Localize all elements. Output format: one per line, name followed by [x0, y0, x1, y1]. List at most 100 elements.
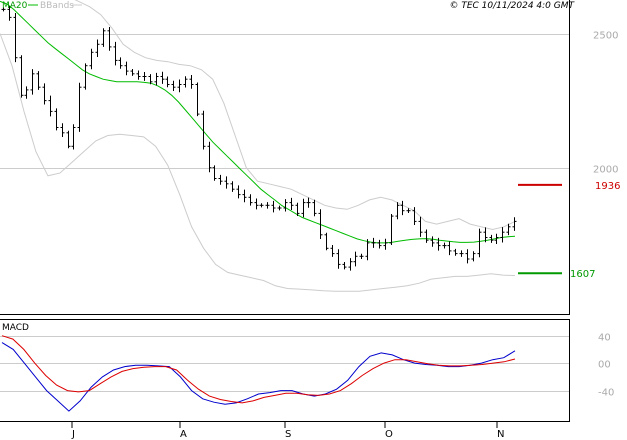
price-bar: [271, 200, 276, 213]
bollinger-bands: [0, 0, 516, 292]
macd-tick-label: 00: [598, 360, 611, 371]
price-bar: [318, 209, 323, 239]
price-bar: [36, 71, 41, 90]
price-bar: [171, 80, 176, 91]
price-bar: [19, 55, 24, 98]
price-bar: [195, 82, 200, 117]
price-bar: [512, 217, 517, 231]
price-bar: [48, 95, 53, 117]
price-bar: [494, 233, 499, 244]
price-bar: [107, 27, 112, 51]
price-bar: [13, 13, 18, 63]
price-bar: [77, 82, 82, 132]
x-tick-label: A: [180, 429, 187, 440]
price-bar: [277, 205, 282, 211]
price-bar: [424, 229, 429, 243]
price-bar: [242, 189, 247, 203]
price-bar: [148, 74, 153, 85]
price-bar: [436, 237, 441, 251]
price-bar: [218, 174, 223, 185]
price-bar: [248, 194, 253, 206]
price-bar: [136, 70, 141, 80]
price-bar: [118, 57, 123, 69]
support-level-label: 1607: [570, 269, 595, 280]
x-tick-label: S: [285, 429, 291, 440]
bollinger-upper-band: [74, 0, 516, 231]
price-bar: [301, 198, 306, 218]
price-bar: [7, 6, 12, 21]
x-tick-label: O: [385, 429, 393, 440]
macd-tick-label: 40: [598, 333, 611, 344]
price-bar: [283, 199, 288, 212]
x-tick-label: N: [497, 429, 504, 440]
bollinger-lower-band: [0, 33, 516, 292]
price-bar: [42, 83, 47, 105]
price-bar: [113, 41, 118, 66]
price-bar: [201, 110, 206, 150]
price-bar: [89, 48, 94, 70]
price-bar: [66, 130, 71, 149]
price-bar: [224, 176, 229, 189]
price-bar: [489, 234, 494, 243]
copyright-text: © TEC 10/11/2024 4:0 GMT: [449, 1, 575, 11]
price-bar: [430, 236, 435, 247]
price-bar: [353, 251, 358, 267]
price-bar: [453, 248, 458, 256]
price-bar: [259, 203, 264, 208]
price-gridlines: [0, 34, 570, 169]
price-bar: [359, 253, 364, 259]
ma20-legend-label: MA20: [2, 1, 28, 11]
price-bar: [395, 202, 400, 220]
price-tick-label: 2500: [593, 31, 618, 42]
x-tick-label: J: [71, 429, 75, 440]
price-bar: [95, 39, 100, 57]
price-bar: [406, 208, 411, 213]
price-bar: [183, 76, 188, 88]
resistance-level-label: 1936: [595, 181, 620, 192]
price-bar: [459, 250, 464, 257]
price-bar: [418, 216, 423, 237]
price-bar: [371, 237, 376, 248]
price-bar: [377, 239, 382, 249]
price-bar: [254, 198, 259, 210]
price-bar: [400, 200, 405, 216]
price-bars: [1, 6, 517, 271]
price-bar: [165, 76, 170, 88]
macd-signal-line: [1, 335, 516, 404]
price-bar: [142, 72, 147, 81]
price-bar: [324, 232, 329, 251]
macd-panel-title: MACD: [2, 323, 29, 333]
price-bar: [483, 227, 488, 243]
macd-line: [1, 342, 516, 412]
price-bar: [365, 239, 370, 261]
macd-gridlines: [0, 336, 570, 392]
macd-axis-ticks: 40 00 -40: [598, 333, 614, 399]
price-tick-label: 2000: [593, 165, 618, 176]
price-bar: [500, 227, 505, 243]
price-bar: [124, 61, 129, 76]
price-bar: [412, 207, 417, 225]
price-bar: [383, 238, 388, 250]
price-bar: [312, 199, 317, 217]
price-bar: [130, 69, 135, 76]
price-bar: [447, 241, 452, 256]
price-bar: [160, 71, 165, 84]
price-bar: [54, 108, 59, 131]
price-bar: [265, 202, 270, 209]
price-bar: [295, 202, 300, 216]
price-bar: [83, 63, 88, 90]
price-bar: [477, 228, 482, 258]
price-bar: [471, 251, 476, 262]
price-bar: [506, 223, 511, 236]
price-bar: [24, 86, 29, 99]
price-bar: [60, 123, 65, 137]
bbands-legend-label: BBands: [40, 1, 74, 11]
price-bar: [442, 242, 447, 249]
price-bar: [207, 141, 212, 173]
price-bar: [336, 249, 341, 269]
price-bar: [348, 258, 353, 271]
price-bar: [289, 197, 294, 210]
